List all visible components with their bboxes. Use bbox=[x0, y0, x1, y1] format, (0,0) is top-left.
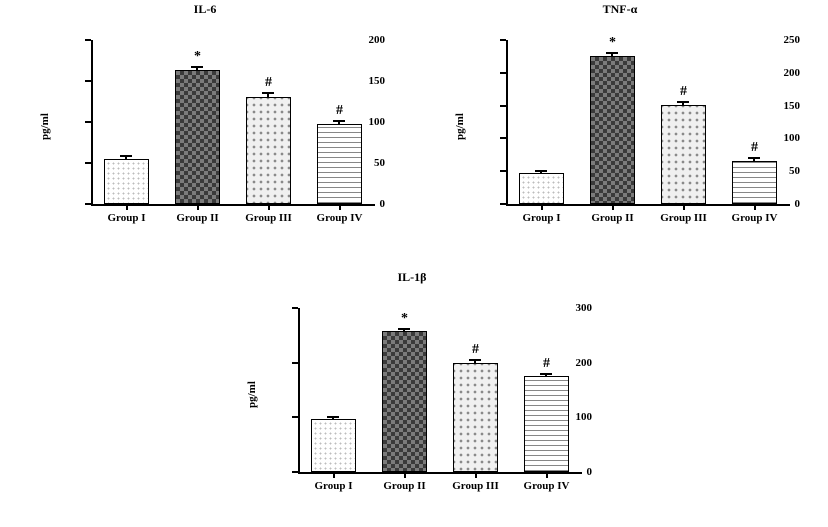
error-bar-cap bbox=[677, 101, 689, 103]
x-tick-label: Group II bbox=[383, 480, 425, 492]
y-tick bbox=[85, 80, 91, 82]
x-tick-label: Group IV bbox=[732, 212, 778, 224]
error-bar-cap bbox=[535, 170, 547, 172]
bar-slot bbox=[519, 40, 564, 204]
error-bar-cap bbox=[748, 157, 760, 159]
error-bar-cap bbox=[469, 359, 481, 361]
bar bbox=[317, 124, 362, 204]
x-tick-label: Group IV bbox=[524, 480, 570, 492]
y-axis bbox=[506, 40, 508, 204]
y-tick bbox=[500, 72, 506, 74]
y-tick bbox=[292, 307, 298, 309]
x-tick bbox=[333, 472, 335, 478]
x-tick-label: Group II bbox=[591, 212, 633, 224]
bar-slot bbox=[104, 40, 149, 204]
x-tick-label: Group III bbox=[452, 480, 499, 492]
y-tick bbox=[292, 416, 298, 418]
x-tick bbox=[339, 204, 341, 210]
bar bbox=[519, 173, 564, 204]
y-tick bbox=[500, 203, 506, 205]
chart-panel-il1b: IL-1β0100200300pg/mlGroup IGroup II*Grou… bbox=[232, 290, 592, 500]
x-tick bbox=[612, 204, 614, 210]
chart-title: IL-6 bbox=[25, 2, 385, 17]
error-bar-cap bbox=[120, 155, 132, 157]
x-tick bbox=[197, 204, 199, 210]
significance-marker: # bbox=[680, 84, 687, 100]
figure-root: IL-6050100150200pg/mlGroup IGroup II*Gro… bbox=[0, 0, 828, 527]
x-tick bbox=[268, 204, 270, 210]
bar bbox=[175, 70, 220, 204]
error-bar-cap bbox=[333, 120, 345, 122]
bar bbox=[453, 363, 498, 472]
x-tick bbox=[126, 204, 128, 210]
y-tick bbox=[500, 170, 506, 172]
significance-marker: * bbox=[401, 311, 408, 327]
significance-marker: # bbox=[265, 75, 272, 91]
bar-slot: # bbox=[732, 40, 777, 204]
significance-marker: # bbox=[336, 103, 343, 119]
bar-slot: * bbox=[382, 308, 427, 472]
error-bar-cap bbox=[262, 92, 274, 94]
bar bbox=[661, 105, 706, 204]
significance-marker: # bbox=[751, 140, 758, 156]
x-tick-label: Group III bbox=[660, 212, 707, 224]
x-tick bbox=[546, 472, 548, 478]
y-tick bbox=[85, 121, 91, 123]
error-bar-cap bbox=[191, 66, 203, 68]
error-bar-cap bbox=[540, 373, 552, 375]
y-tick bbox=[85, 39, 91, 41]
y-axis-title: pg/ml bbox=[246, 381, 258, 408]
error-bar-cap bbox=[327, 416, 339, 418]
bar bbox=[246, 97, 291, 204]
chart-title: IL-1β bbox=[232, 270, 592, 285]
bar-slot: # bbox=[661, 40, 706, 204]
y-axis-title: pg/ml bbox=[454, 113, 466, 140]
error-bar-cap bbox=[606, 52, 618, 54]
y-axis bbox=[298, 308, 300, 472]
x-tick-label: Group III bbox=[245, 212, 292, 224]
error-bar-cap bbox=[398, 328, 410, 330]
y-tick bbox=[292, 362, 298, 364]
y-axis-title: pg/ml bbox=[39, 113, 51, 140]
bar bbox=[524, 376, 569, 472]
bar bbox=[590, 56, 635, 204]
significance-marker: * bbox=[609, 35, 616, 51]
bar-slot bbox=[311, 308, 356, 472]
x-tick-label: Group IV bbox=[317, 212, 363, 224]
y-tick bbox=[292, 471, 298, 473]
x-tick bbox=[541, 204, 543, 210]
y-axis bbox=[91, 40, 93, 204]
bar bbox=[732, 161, 777, 204]
chart-panel-tnfa: TNF-α050100150200250pg/mlGroup IGroup II… bbox=[440, 22, 800, 232]
bar bbox=[382, 331, 427, 472]
bar-slot: # bbox=[524, 308, 569, 472]
significance-marker: # bbox=[543, 356, 550, 372]
bar bbox=[311, 419, 356, 472]
y-tick bbox=[500, 137, 506, 139]
y-tick bbox=[500, 105, 506, 107]
x-tick-label: Group II bbox=[176, 212, 218, 224]
x-tick bbox=[404, 472, 406, 478]
y-tick bbox=[500, 39, 506, 41]
bar-slot: # bbox=[317, 40, 362, 204]
chart-panel-il6: IL-6050100150200pg/mlGroup IGroup II*Gro… bbox=[25, 22, 385, 232]
x-tick bbox=[683, 204, 685, 210]
bar-slot: * bbox=[175, 40, 220, 204]
x-tick bbox=[754, 204, 756, 210]
bar-slot: * bbox=[590, 40, 635, 204]
y-tick bbox=[85, 162, 91, 164]
x-tick-label: Group I bbox=[522, 212, 560, 224]
bar-slot: # bbox=[453, 308, 498, 472]
x-tick bbox=[475, 472, 477, 478]
x-tick-label: Group I bbox=[107, 212, 145, 224]
significance-marker: # bbox=[472, 342, 479, 358]
bar bbox=[104, 159, 149, 204]
significance-marker: * bbox=[194, 49, 201, 65]
x-tick-label: Group I bbox=[314, 480, 352, 492]
bar-slot: # bbox=[246, 40, 291, 204]
y-tick bbox=[85, 203, 91, 205]
chart-title: TNF-α bbox=[440, 2, 800, 17]
